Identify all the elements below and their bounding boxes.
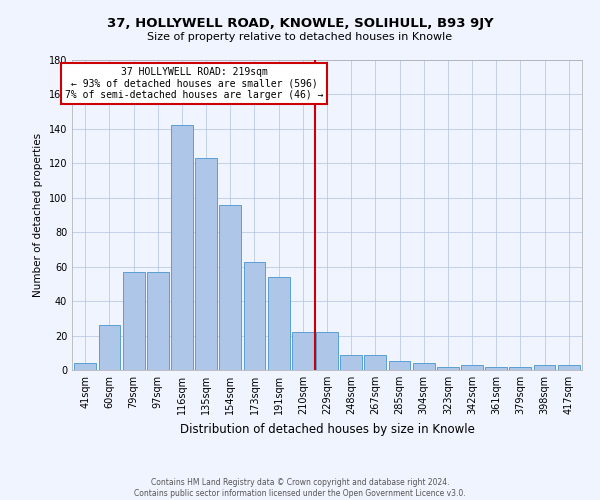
Bar: [292, 332, 314, 370]
Bar: [147, 272, 169, 370]
Bar: [413, 363, 434, 370]
Text: 37, HOLLYWELL ROAD, KNOWLE, SOLIHULL, B93 9JY: 37, HOLLYWELL ROAD, KNOWLE, SOLIHULL, B9…: [107, 18, 493, 30]
Bar: [340, 354, 362, 370]
Text: Size of property relative to detached houses in Knowle: Size of property relative to detached ho…: [148, 32, 452, 42]
Bar: [558, 365, 580, 370]
Bar: [316, 332, 338, 370]
Y-axis label: Number of detached properties: Number of detached properties: [33, 133, 43, 297]
X-axis label: Distribution of detached houses by size in Knowle: Distribution of detached houses by size …: [179, 422, 475, 436]
Bar: [461, 365, 483, 370]
Text: 37 HOLLYWELL ROAD: 219sqm
← 93% of detached houses are smaller (596)
7% of semi-: 37 HOLLYWELL ROAD: 219sqm ← 93% of detac…: [65, 67, 323, 100]
Bar: [244, 262, 265, 370]
Bar: [268, 277, 290, 370]
Bar: [533, 365, 556, 370]
Bar: [364, 354, 386, 370]
Bar: [220, 204, 241, 370]
Bar: [123, 272, 145, 370]
Bar: [171, 126, 193, 370]
Bar: [509, 366, 531, 370]
Text: Contains HM Land Registry data © Crown copyright and database right 2024.
Contai: Contains HM Land Registry data © Crown c…: [134, 478, 466, 498]
Bar: [74, 363, 96, 370]
Bar: [389, 362, 410, 370]
Bar: [98, 325, 121, 370]
Bar: [485, 366, 507, 370]
Bar: [437, 366, 459, 370]
Bar: [195, 158, 217, 370]
